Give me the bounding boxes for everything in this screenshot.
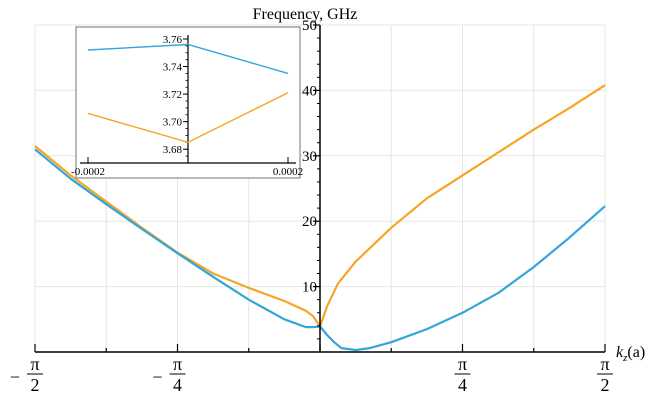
y-axis-title: Frequency, GHz [253, 6, 358, 23]
x-tick-numerator: π [600, 354, 609, 374]
x-tick-denominator: 4 [173, 375, 182, 394]
y-tick-label: 50 [302, 18, 317, 34]
inset-y-tick-label: 3.68 [163, 144, 183, 156]
x-tick-denominator: 2 [601, 375, 610, 394]
x-tick-sign: − [10, 367, 20, 387]
x-tick-denominator: 2 [31, 375, 40, 394]
inset-series-line-0 [87, 43, 289, 75]
x-tick-sign: − [152, 367, 162, 387]
y-tick-label: 40 [302, 83, 317, 99]
x-tick-label: π4 [454, 354, 471, 394]
inset-chart: 3.68 3.70 3.72 3.74 3.76 -0.0002 0.0002 [71, 26, 303, 179]
inset-x-tick-label: -0.0002 [71, 166, 105, 178]
x-tick-label: −π4 [152, 354, 186, 394]
inset-series-line-1 [87, 92, 289, 144]
inset-y-tick-label: 3.74 [163, 62, 183, 74]
x-tick-numerator: π [173, 354, 182, 374]
x-axis-title: kz(a) [616, 344, 645, 364]
series-line-1 [34, 148, 606, 352]
x-tick-label: π2 [597, 354, 613, 394]
y-tick-label: 10 [302, 280, 317, 296]
x-tick-numerator: π [30, 354, 39, 374]
y-tick-label: 30 [302, 149, 317, 165]
x-tick-denominator: 4 [458, 375, 467, 394]
inset-x-tick-label: 0.0002 [273, 166, 303, 178]
inset-y-tick-label: 3.70 [163, 117, 183, 129]
y-tick-label: 20 [302, 214, 317, 230]
x-tick-numerator: π [458, 354, 467, 374]
inset-y-tick-label: 3.72 [163, 89, 182, 101]
x-tick-label: −π2 [10, 354, 43, 394]
inset-y-tick-label: 3.76 [163, 34, 183, 46]
